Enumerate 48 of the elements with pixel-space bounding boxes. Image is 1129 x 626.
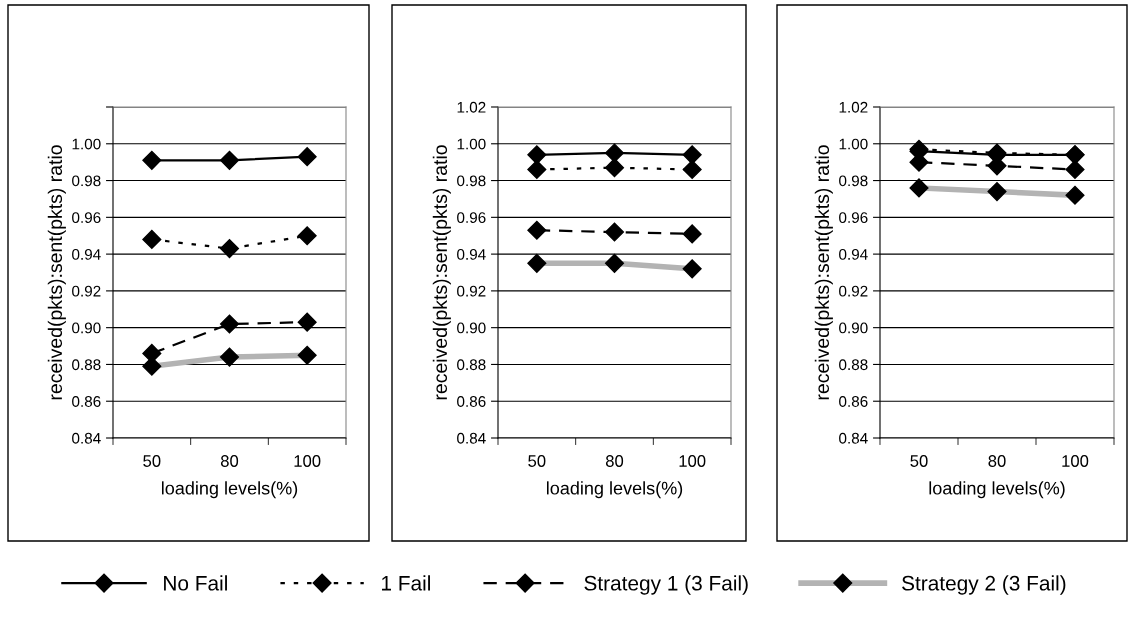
y-axis-title: received(pkts):sent(pkts) ratio xyxy=(814,145,833,400)
y-tick-label: 1.00 xyxy=(72,138,101,150)
x-tick-label: 100 xyxy=(679,455,706,467)
y-tick-label: 0.96 xyxy=(72,212,101,224)
y-tick-label: 0.98 xyxy=(72,175,101,187)
y-tick-label: 0.90 xyxy=(457,322,486,334)
x-tick-label: 80 xyxy=(220,455,239,467)
y-tick-label: 0.90 xyxy=(72,322,101,334)
y-tick-label: 0.94 xyxy=(457,248,486,260)
x-tick-label: 80 xyxy=(605,455,624,467)
y-tick-label: 1.02 xyxy=(839,101,868,113)
y-tick-label: 0.90 xyxy=(839,322,868,334)
legend-label: No Fail xyxy=(164,575,227,591)
y-tick-label: 0.88 xyxy=(72,359,101,371)
y-tick-label: 1.00 xyxy=(457,138,486,150)
y-tick-label: 0.86 xyxy=(457,396,486,407)
x-tick-label: 50 xyxy=(143,455,161,467)
x-axis-title: loading levels(%) xyxy=(546,481,683,499)
y-tick-label: 1.02 xyxy=(457,101,486,113)
legend-label: Strategy 2 (3 Fail) xyxy=(902,575,1066,595)
y-axis-title: received(pkts):sent(pkts) ratio xyxy=(47,145,66,400)
y-tick-label: 0.94 xyxy=(839,248,868,260)
y-tick-label: 0.86 xyxy=(72,396,101,407)
y-tick-label: 0.94 xyxy=(72,248,101,260)
y-tick-label: 0.98 xyxy=(457,175,486,187)
y-tick-label: 0.96 xyxy=(839,212,868,224)
y-tick-label: 0.98 xyxy=(839,175,868,187)
y-tick-label: 0.88 xyxy=(839,359,868,371)
y-tick-label: 0.84 xyxy=(72,432,101,444)
y-tick-label: 0.92 xyxy=(72,285,101,297)
y-axis-title: received(pkts):sent(pkts) ratio xyxy=(432,145,451,400)
legend-label: 1 Fail xyxy=(382,575,430,591)
y-tick-label: 0.92 xyxy=(839,285,868,297)
y-tick-label: 0.86 xyxy=(839,396,868,407)
x-tick-label: 80 xyxy=(988,455,1006,467)
y-tick-label: 0.92 xyxy=(457,285,486,297)
x-tick-label: 50 xyxy=(910,455,928,467)
x-axis-title: loading levels(%) xyxy=(929,481,1065,499)
x-tick-label: 100 xyxy=(294,455,321,467)
legend-label: Strategy 1 (3 Fail) xyxy=(584,575,748,595)
y-tick-label: 0.88 xyxy=(457,359,486,371)
y-tick-label: 1.00 xyxy=(839,138,868,150)
x-tick-label: 100 xyxy=(1062,455,1089,467)
y-tick-label: 0.84 xyxy=(457,432,486,444)
x-tick-label: 50 xyxy=(528,455,546,467)
y-tick-label: 0.84 xyxy=(839,432,868,444)
x-axis-title: loading levels(%) xyxy=(161,481,298,499)
y-tick-label: 0.96 xyxy=(457,212,486,224)
